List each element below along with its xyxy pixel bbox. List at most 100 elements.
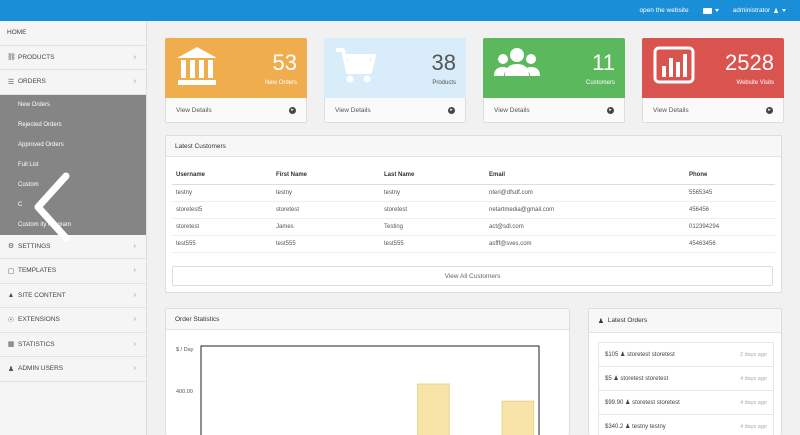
view-details-link[interactable]: View Details ▸ xyxy=(324,98,466,123)
orders-submenu: New Orders Rejected Orders Approved Orde… xyxy=(0,94,146,235)
chevron-right-icon: › xyxy=(133,340,136,348)
stat-value: 11 xyxy=(592,50,615,75)
bar-chart-icon xyxy=(653,46,695,84)
template-icon: ▢ xyxy=(7,267,15,275)
stat-label: Products xyxy=(432,80,456,86)
admin-menu[interactable]: administrator ♟ xyxy=(733,7,786,15)
sidebar-item-statistics[interactable]: ▦ STATISTICS › xyxy=(0,333,146,357)
back-arrow-icon[interactable] xyxy=(32,172,72,242)
chevron-right-icon: › xyxy=(133,242,136,250)
col-last-name: Last Name xyxy=(380,166,485,185)
submenu-approved-orders[interactable]: Approved Orders xyxy=(18,141,64,148)
arrow-circle-right-icon: ▸ xyxy=(766,106,773,114)
stat-card-top: 53 New Orders xyxy=(165,38,307,98)
col-email: Email xyxy=(485,166,685,185)
sidebar-item-admin-users[interactable]: ♟ ADMIN USERS › xyxy=(0,357,146,382)
messages-menu[interactable] xyxy=(702,7,719,14)
user-icon: ♟ xyxy=(625,400,631,406)
users-icon: ♟ xyxy=(7,365,15,373)
panel-title: Latest Customers xyxy=(166,136,781,157)
table-row[interactable]: testny testny testny nteri@dfsdf.com 5565345 xyxy=(172,184,775,202)
list-icon: ☰ xyxy=(7,78,15,86)
col-first-name: First Name xyxy=(272,166,380,185)
order-statistics-chart: $ / Day 400.00 xyxy=(176,345,540,435)
chevron-right-icon: › xyxy=(133,53,136,61)
chevron-right-icon: › xyxy=(133,267,136,275)
latest-orders-panel: ♟ Latest Orders $105 ♟ storetest storetes… xyxy=(588,308,782,435)
stat-card-top: 11 Customers xyxy=(483,38,625,98)
col-phone: Phone xyxy=(685,166,775,185)
list-item[interactable]: $5 ♟ storetest storetest 4 days ago xyxy=(598,367,774,391)
extensions-icon: ☉ xyxy=(7,316,15,324)
bell-icon: ♟ xyxy=(598,317,604,325)
sidebar: HOME ⛓ PRODUCTS › ☰ ORDERS › New Orders Reje… xyxy=(0,21,147,435)
order-statistics-panel: Order Statistics $ / Day 400.00 xyxy=(165,308,570,435)
gears-icon: ⚙ xyxy=(7,243,15,251)
chevron-right-icon: › xyxy=(133,316,136,324)
statistics-icon: ▦ xyxy=(7,341,15,349)
col-username: Username xyxy=(172,166,272,185)
envelope-icon xyxy=(702,7,712,14)
orders-list: $105 ♟ storetest storetest 2 days ago $5 … xyxy=(598,342,774,435)
view-details-link[interactable]: View Details ▸ xyxy=(483,98,625,123)
user-icon: ♟ xyxy=(625,424,631,430)
chart-bars xyxy=(417,383,535,435)
sidebar-item-orders[interactable]: ☰ ORDERS › xyxy=(0,70,146,95)
submenu-loyalty-program[interactable]: Custom ity Program xyxy=(18,221,72,228)
table-row[interactable]: storetest5 storetest storetest netartmedia@… xyxy=(172,201,775,219)
sidebar-item-templates[interactable]: ▢ TEMPLATES › xyxy=(0,259,146,284)
y-axis-label: $ / Day xyxy=(176,347,194,353)
stat-value: 2528 xyxy=(725,50,774,75)
sidebar-item-settings[interactable]: ⚙ SETTINGS › xyxy=(0,235,146,259)
chevron-right-icon: › xyxy=(133,291,136,299)
stat-label: Website Visits xyxy=(736,80,774,86)
stat-card-customers: 11 Customers View Details ▸ xyxy=(483,38,625,123)
stat-card-new-orders: 53 New Orders View Details ▸ xyxy=(165,38,307,123)
stat-card-top: 2528 Website Visits xyxy=(642,38,784,98)
stat-label: New Orders xyxy=(264,80,297,86)
panel-title: Order Statistics xyxy=(166,309,569,330)
chart-bar xyxy=(501,400,535,435)
chevron-right-icon: › xyxy=(133,365,136,373)
sidebar-item-products[interactable]: ⛓ PRODUCTS › xyxy=(0,46,146,70)
list-item[interactable]: $340.2 ♟ testny testny 4 days ago xyxy=(598,415,774,435)
open-website-link[interactable]: open the website xyxy=(639,7,689,14)
bank-icon xyxy=(177,47,217,85)
panel-title: Latest Orders xyxy=(607,317,648,324)
submenu-custom[interactable]: Custom xyxy=(18,181,39,188)
chevron-right-icon: › xyxy=(133,78,136,86)
list-item[interactable]: $105 ♟ storetest storetest 2 days ago xyxy=(598,343,774,367)
y-tick-label: 400.00 xyxy=(176,389,193,395)
submenu-rejected-orders[interactable]: Rejected Orders xyxy=(18,121,62,128)
users-icon xyxy=(494,48,540,76)
stat-value: 53 xyxy=(272,50,297,75)
cart-icon xyxy=(336,48,376,83)
sidebar-item-extensions[interactable]: ☉ EXTENSIONS › xyxy=(0,308,146,333)
table-row[interactable]: test555 test555 test555 asfff@sves.com 45463… xyxy=(172,235,775,253)
sidebar-item-home[interactable]: HOME xyxy=(0,21,146,46)
arrow-circle-right-icon: ▸ xyxy=(607,106,614,114)
arrow-circle-right-icon: ▸ xyxy=(289,106,296,114)
sitemap-icon: ▲ xyxy=(7,291,15,299)
table-row[interactable]: storetest James Testing act@sdl.com 01239429… xyxy=(172,218,775,236)
stat-value: 38 xyxy=(431,50,456,75)
view-all-customers-button[interactable]: View All Customers xyxy=(172,266,773,286)
list-item[interactable]: $99.90 ♟ storetest storetest 4 days ago xyxy=(598,391,774,415)
panel-header: ♟ Latest Orders xyxy=(589,309,781,333)
caret-down-icon xyxy=(782,9,786,12)
submenu-c[interactable]: C xyxy=(18,201,23,208)
stat-card-top: 38 Products xyxy=(324,38,466,98)
submenu-new-orders[interactable]: New Orders xyxy=(18,101,51,108)
stat-label: Customers xyxy=(585,80,615,86)
submenu-full-list[interactable]: Full List xyxy=(18,161,39,168)
user-icon: ♟ xyxy=(613,376,619,382)
top-navbar: open the website administrator ♟ xyxy=(0,0,800,21)
view-details-link[interactable]: View Details ▸ xyxy=(165,98,307,123)
sidebar-item-site-content[interactable]: ▲ SITE CONTENT › xyxy=(0,284,146,308)
stat-card-website-visits: 2528 Website Visits View Details ▸ xyxy=(642,38,784,123)
chart-frame xyxy=(200,345,540,435)
table-header-row: Username First Name Last Name Email Phon… xyxy=(172,166,775,185)
view-details-link[interactable]: View Details ▸ xyxy=(642,98,784,123)
arrow-circle-right-icon: ▸ xyxy=(448,106,455,114)
chart-bar xyxy=(417,383,450,435)
